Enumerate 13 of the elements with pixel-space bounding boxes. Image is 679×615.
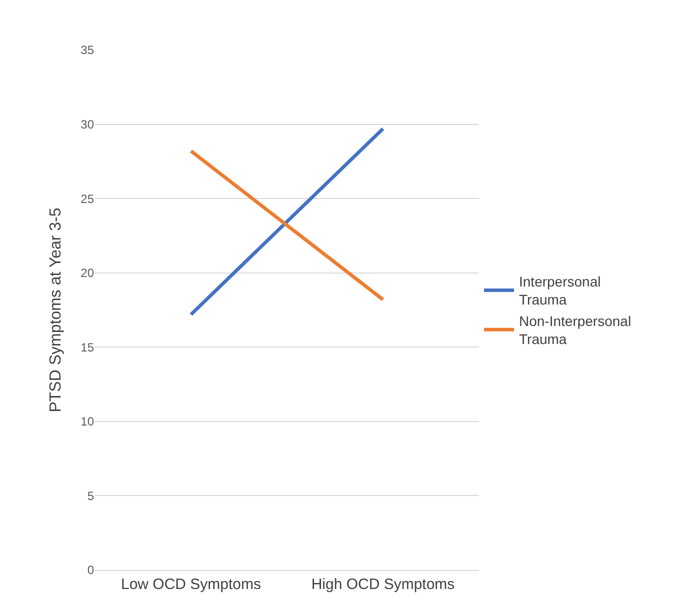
legend-label: Interpersonal Trauma <box>519 274 601 308</box>
y-tick-label: 15 <box>80 340 94 354</box>
y-tick-label: 10 <box>80 414 94 429</box>
y-tick-label: 25 <box>80 192 94 206</box>
legend-label: Non-Interpersonal Trauma <box>519 312 632 348</box>
y-tick-label: 20 <box>80 266 94 280</box>
x-tick-label: High OCD Symptoms <box>311 576 455 593</box>
y-tick-label: 0 <box>87 563 94 578</box>
y-tick-label: 30 <box>80 117 94 132</box>
y-tick-label: 5 <box>87 488 94 503</box>
y-axis-title: PTSD Symptoms at Year 3-5 <box>48 208 65 412</box>
x-tick-label: Low OCD Symptoms <box>120 576 262 593</box>
y-tick-label: 35 <box>80 43 94 58</box>
